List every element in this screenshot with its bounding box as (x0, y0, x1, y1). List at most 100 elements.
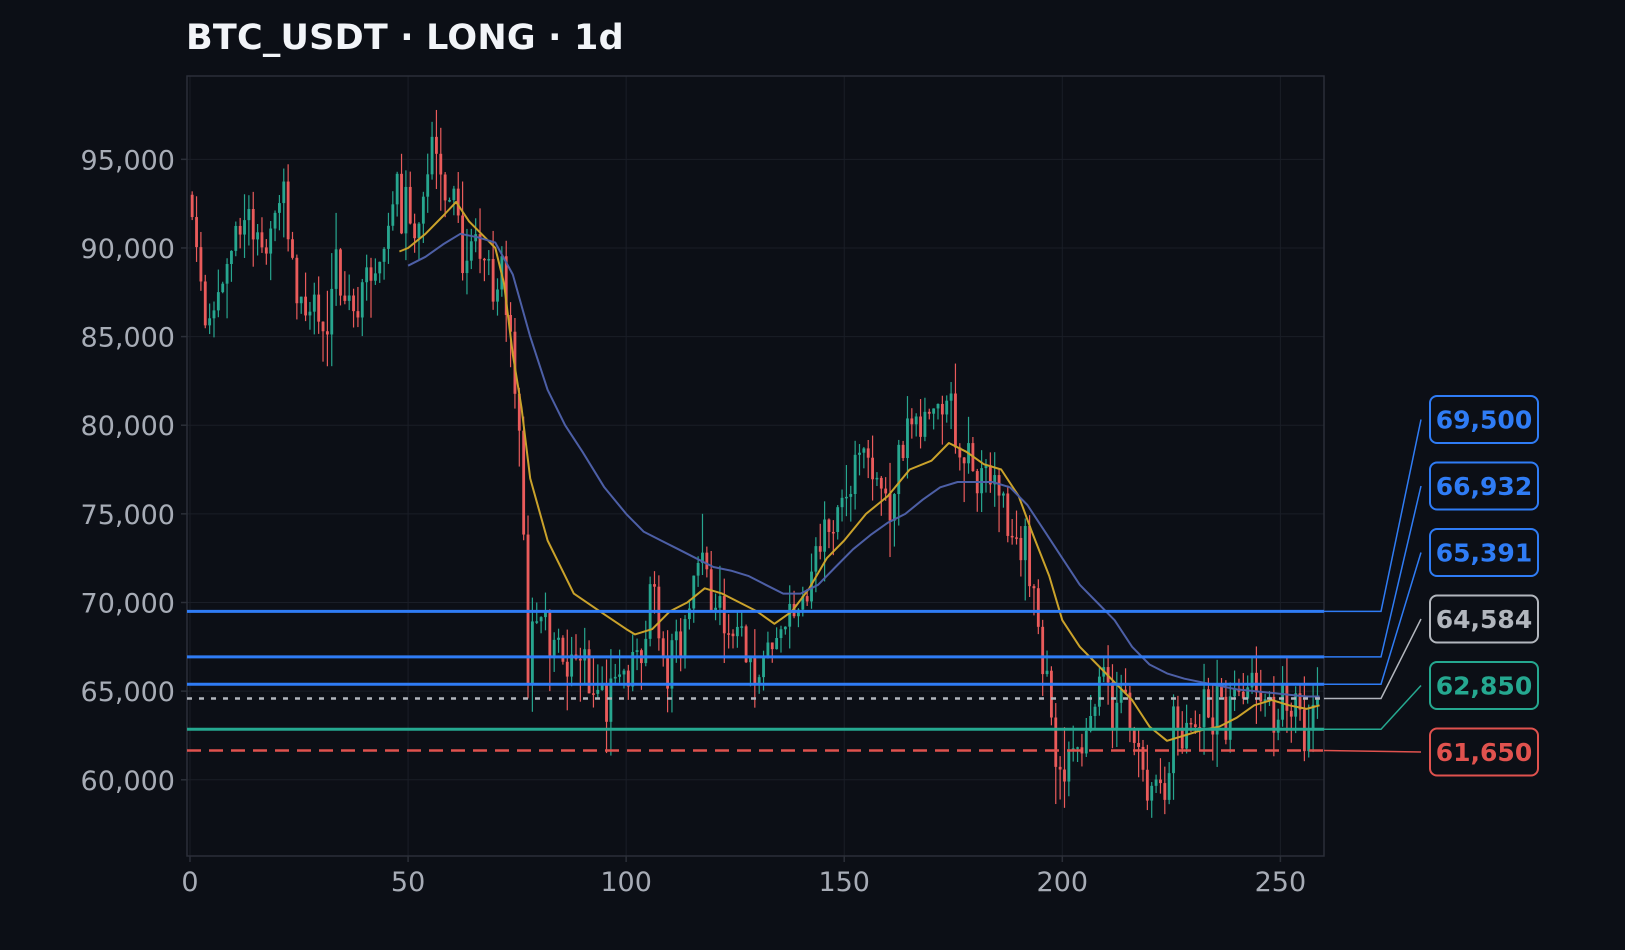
candle-body (413, 223, 417, 239)
candle-body (544, 611, 547, 618)
x-tick-label: 200 (1037, 867, 1089, 898)
candle-body (421, 196, 425, 224)
candle-body (360, 282, 364, 318)
candle-body (517, 393, 521, 431)
candle-body (264, 247, 268, 254)
y-tick-label: 70,000 (81, 589, 175, 620)
plot-frame (186, 75, 1325, 857)
candle-body (596, 689, 600, 694)
candle-body (836, 507, 840, 533)
candle-body (757, 677, 761, 684)
candle-body (256, 232, 260, 240)
candle-body (552, 639, 556, 658)
candle-body (735, 626, 739, 637)
candle-body (1254, 672, 1258, 693)
candle-body (286, 181, 290, 240)
candle-body (1124, 689, 1127, 693)
candle-body (487, 259, 491, 261)
candle-body (622, 670, 626, 675)
candle-body (461, 215, 465, 274)
candle-body (1220, 685, 1223, 697)
candle-body (871, 457, 874, 480)
candle-body (243, 220, 246, 235)
candle-body (587, 649, 591, 694)
candle-body (225, 264, 229, 284)
candle-body (600, 683, 604, 690)
candle-body (1233, 688, 1237, 697)
candle-body (879, 477, 883, 489)
level-label-text: 62,850 (1436, 672, 1532, 701)
candle-body (701, 552, 704, 563)
candle-body (958, 447, 962, 458)
candle-body (1176, 706, 1180, 728)
candle-body (1058, 766, 1062, 770)
candle-body (443, 174, 447, 201)
candle-body (395, 173, 399, 205)
candle-body (208, 318, 212, 326)
candle-body (526, 534, 530, 684)
candle-body (980, 468, 984, 494)
candle-body (570, 654, 574, 677)
candle-body (1137, 742, 1141, 747)
candle-body (330, 288, 334, 335)
y-tick-label: 75,000 (81, 500, 175, 531)
candle-body (1023, 526, 1027, 561)
candle-body (491, 259, 495, 302)
candle-body (557, 637, 560, 640)
candle-body (1281, 683, 1284, 720)
candle-body (613, 676, 617, 679)
candles (190, 109, 1319, 818)
level-label-box (1429, 395, 1539, 444)
candle-body (456, 188, 460, 216)
candle-body (1289, 710, 1293, 717)
candle-body (212, 310, 216, 319)
x-tick-label: 250 (1255, 867, 1307, 898)
candle-body (578, 658, 582, 661)
candle-body (635, 650, 639, 652)
candle-body (391, 204, 395, 226)
candle-body (417, 223, 421, 239)
candle-body (631, 651, 635, 687)
candle-body (954, 393, 957, 448)
candle-body (1241, 691, 1245, 699)
candle-body (618, 674, 622, 677)
candle-body (718, 596, 722, 608)
candle-body (1063, 769, 1066, 782)
candle-body (770, 642, 774, 650)
candle-body (1132, 730, 1136, 743)
candle-body (465, 260, 469, 274)
candle-body (687, 608, 691, 620)
candle-body (923, 411, 927, 437)
candle-body (901, 444, 905, 459)
candle-body (299, 296, 303, 304)
x-tick-label: 50 (391, 867, 425, 898)
candle-body (1028, 526, 1032, 587)
candle-body (426, 174, 430, 197)
candle-body (858, 452, 861, 455)
candle-body (962, 457, 966, 464)
candle-body (910, 418, 914, 425)
candle-body (365, 267, 369, 283)
level-label-text: 69,500 (1436, 406, 1532, 435)
candle-body (936, 403, 940, 409)
candle-body (1180, 727, 1184, 749)
candle-body (1311, 704, 1315, 731)
candle-body (1049, 670, 1053, 718)
candle-body (1307, 730, 1311, 752)
candle-body (866, 448, 870, 458)
candle-body (408, 186, 412, 224)
candle-body (478, 234, 482, 259)
candle-body (203, 281, 207, 326)
candle-body (216, 292, 220, 311)
candle-body (1115, 702, 1119, 730)
candle-body (927, 411, 931, 414)
candle-body (277, 203, 281, 213)
candle-body (247, 209, 251, 221)
candle-body (801, 596, 805, 610)
candle-body (984, 465, 988, 469)
candle-body (1202, 689, 1206, 728)
candle-body (1010, 535, 1014, 538)
candle-body (1211, 717, 1215, 735)
candle-body (195, 217, 198, 248)
